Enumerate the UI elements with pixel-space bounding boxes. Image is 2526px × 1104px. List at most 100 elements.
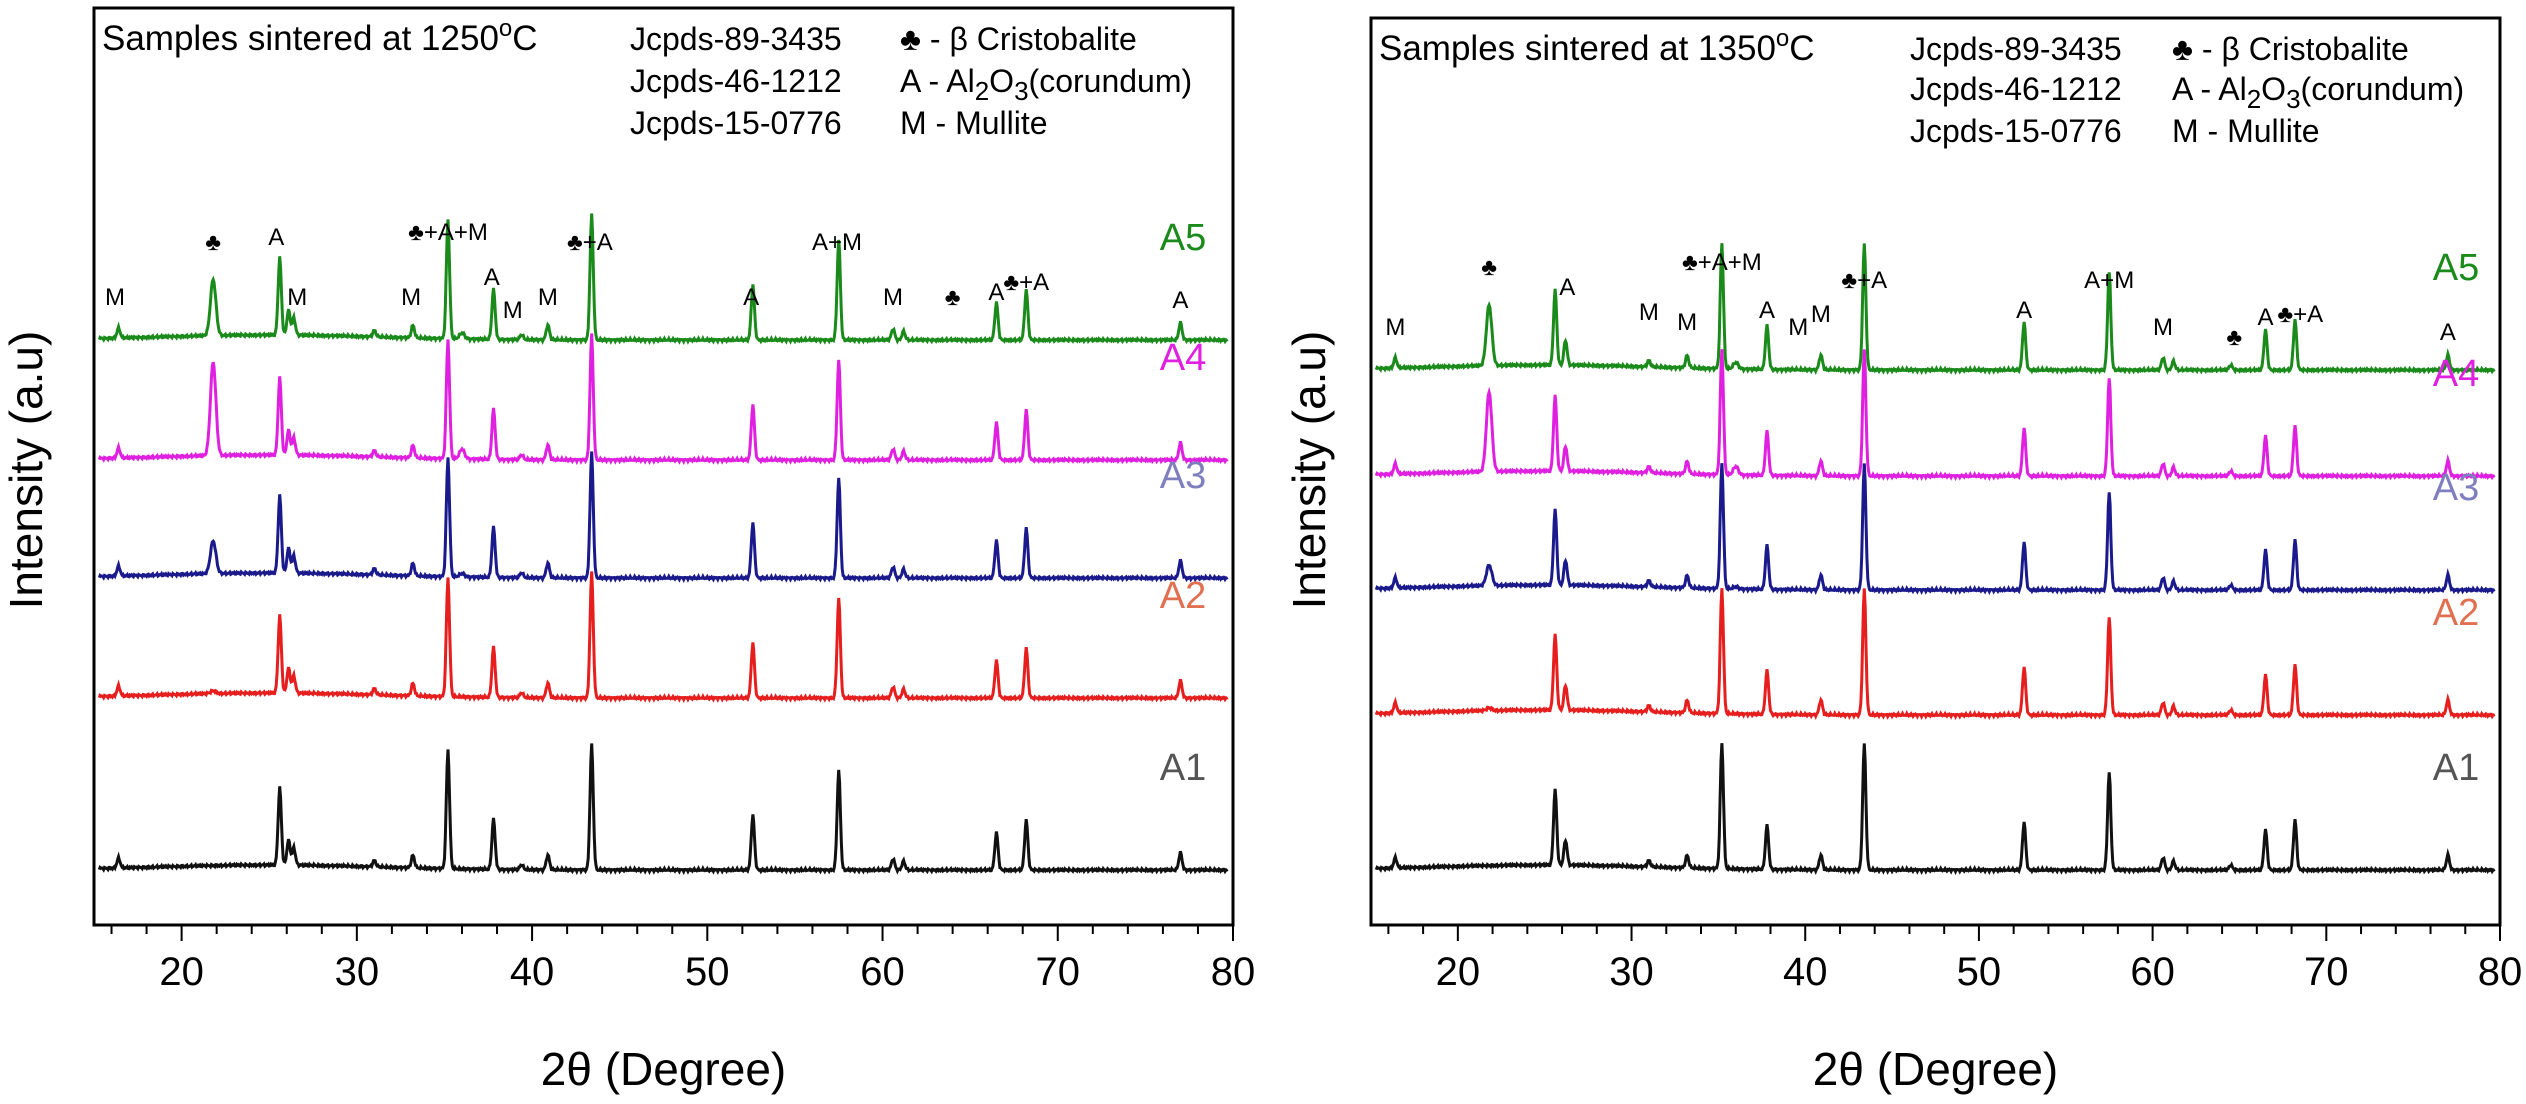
x-tick-label: 60 <box>860 950 905 994</box>
y-axis-title: Intensity (a.u) <box>1283 331 1335 610</box>
legend-ref: Jcpds-46-1212 <box>1910 71 2122 107</box>
x-tick-label: 30 <box>335 950 380 994</box>
chart-panel-1250: 20 30 40 50 60 70 80 2θ (Degree) Intensity (a.u)… <box>0 6 1256 1095</box>
legend-desc: - Mullite <box>2199 113 2320 149</box>
series-label-A5: A5 <box>1160 217 1206 259</box>
legend-entry: A - Al2O3(corundum) <box>900 63 1192 106</box>
x-axis-title: 2θ (Degree) <box>1813 1043 2058 1095</box>
legend-sub: 3 <box>2286 84 2300 114</box>
phase-label: A <box>1759 297 1775 324</box>
legend-desc: - β Cristobalite <box>921 21 1137 57</box>
series-label-A2: A2 <box>2433 592 2479 634</box>
phase-label: M <box>1677 309 1697 336</box>
x-tick-label: 20 <box>159 950 204 994</box>
legend-ref: Jcpds-89-3435 <box>630 21 842 57</box>
phase-label: M <box>538 284 558 311</box>
phase-label: M <box>883 284 903 311</box>
series-line-A1 <box>97 743 1229 876</box>
phase-label: M <box>287 284 307 311</box>
legend-symbol: M <box>2172 113 2199 149</box>
series-label-A1: A1 <box>2433 747 2479 789</box>
legend-symbol: M <box>900 105 927 141</box>
series-line-A5 <box>97 213 1229 346</box>
series-label-A3: A3 <box>2433 467 2479 509</box>
phase-label: M <box>401 284 421 311</box>
x-tick-label: 80 <box>1211 950 1256 994</box>
phase-label: A <box>484 264 500 291</box>
chart-title-unit: C <box>512 19 537 58</box>
legend-desc: O <box>989 63 1014 99</box>
series-line-A4 <box>1374 349 2496 482</box>
phase-label: A <box>1559 274 1575 301</box>
phase-label: A <box>1172 287 1188 314</box>
phase-label: M <box>105 284 125 311</box>
phase-label: M <box>503 297 523 324</box>
legend-sub: 2 <box>2247 84 2261 114</box>
legend-desc: - Al <box>920 63 975 99</box>
x-tick-label: 30 <box>1609 950 1654 994</box>
phase-label: M <box>1639 299 1659 326</box>
series-label-A2: A2 <box>1160 575 1206 617</box>
series-line-A3 <box>97 451 1229 584</box>
legend-entry: ♣ - β Cristobalite <box>2172 31 2409 67</box>
phase-label: A <box>2016 297 2032 324</box>
series-line-A5 <box>1374 243 2496 376</box>
legend-desc: - Al <box>2192 71 2247 107</box>
x-tick-label: 40 <box>510 950 555 994</box>
legend-desc: (corundum) <box>2301 71 2465 107</box>
phase-label: A+M <box>2084 267 2134 294</box>
x-tick-label: 70 <box>2304 950 2349 994</box>
x-tick-label: 50 <box>685 950 730 994</box>
x-axis-title: 2θ (Degree) <box>541 1043 786 1095</box>
phase-label: ♣ <box>945 284 961 311</box>
chart-title-text: Samples sintered at 1350 <box>1379 29 1776 68</box>
phase-label: ♣+A <box>1841 267 1887 294</box>
legend-sub: 3 <box>1014 76 1028 106</box>
legend-entry: ♣ - β Cristobalite <box>900 21 1137 57</box>
phase-label: ♣+A <box>567 229 613 256</box>
chart-title-superscript: o <box>1776 25 1789 52</box>
legend-ref: Jcpds-15-0776 <box>630 105 842 141</box>
x-tick-label: 50 <box>1957 950 2002 994</box>
series-label-A4: A4 <box>2433 353 2479 395</box>
x-tick-label: 20 <box>1436 950 1481 994</box>
phase-label: A <box>2440 319 2456 346</box>
phase-label: ♣+A+M <box>1682 249 1762 276</box>
chart-title: Samples sintered at 1250oC <box>102 15 538 58</box>
plot-frame <box>1369 16 2502 927</box>
legend-ref: Jcpds-89-3435 <box>1910 31 2122 67</box>
phase-label: A <box>988 279 1004 306</box>
legend-symbol: A <box>2172 71 2194 107</box>
legend-ref: Jcpds-46-1212 <box>630 63 842 99</box>
phase-label: ♣ <box>205 229 221 256</box>
legend-ref: Jcpds-15-0776 <box>1910 113 2122 149</box>
phase-label: ♣+A <box>1003 269 1049 296</box>
x-tick-label: 80 <box>2478 950 2523 994</box>
phase-label: ♣ <box>2226 324 2242 351</box>
series-label-A3: A3 <box>1160 455 1206 497</box>
series-label-A4: A4 <box>1160 337 1206 379</box>
phase-label: M <box>2153 314 2173 341</box>
x-tick-label: 40 <box>1783 950 1828 994</box>
legend-entry: A - Al2O3(corundum) <box>2172 71 2464 114</box>
chart-panel-1350: 20 30 40 50 60 70 80 2θ (Degree) Intensity (a.u)… <box>1283 16 2523 1095</box>
series-line-A4 <box>97 333 1229 466</box>
phase-label: A <box>2258 304 2274 331</box>
series-line-A1 <box>1374 743 2496 876</box>
phase-label: M <box>1385 314 1405 341</box>
legend-entry: M - Mullite <box>900 105 1048 141</box>
chart-title-text: Samples sintered at 1250 <box>102 19 499 58</box>
legend-symbol: ♣ <box>2172 31 2193 67</box>
chart-title-unit: C <box>1789 29 1814 68</box>
series-line-A2 <box>1374 588 2496 721</box>
plot-frame <box>92 6 1235 927</box>
series-label-A5: A5 <box>2433 247 2479 289</box>
phase-label: A <box>743 284 759 311</box>
y-axis-title: Intensity (a.u) <box>0 331 52 610</box>
chart-title: Samples sintered at 1350oC <box>1379 25 1815 68</box>
series-line-A2 <box>97 571 1229 704</box>
phase-label: M <box>1788 314 1808 341</box>
phase-label: ♣ <box>1481 254 1497 281</box>
phase-label: A <box>268 224 284 251</box>
